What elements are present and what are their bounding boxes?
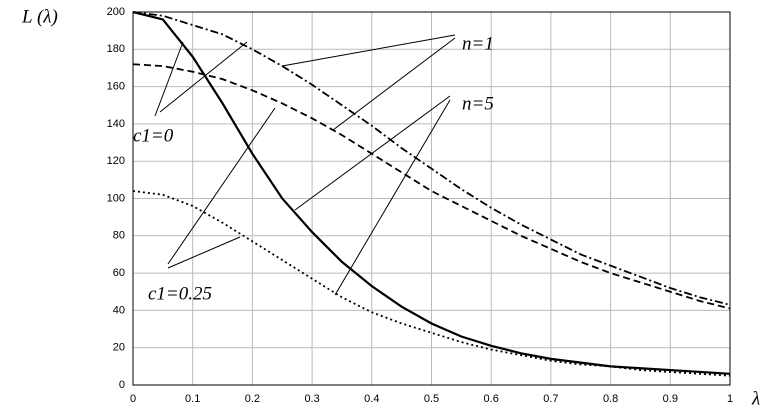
y-tick-label: 20	[113, 342, 125, 354]
axes: 0 20 40 60 80 100 120 140 160 180 200 0 0.1 0.2 0.3 0.4…	[107, 6, 733, 405]
y-tick-label: 180	[107, 43, 125, 55]
leader-lines	[154, 34, 456, 296]
line-series	[132, 190, 731, 377]
x-tick-label: 0.3	[304, 393, 319, 405]
line-series	[132, 10, 731, 375]
x-tick-label: 0.9	[663, 393, 678, 405]
y-axis-label: L (λ)	[21, 6, 58, 27]
y-tick-label: 60	[113, 267, 125, 279]
x-tick-label: 0.8	[603, 393, 618, 405]
x-tick-label: 0.1	[185, 393, 200, 405]
y-tick-label: 40	[113, 304, 125, 316]
plot-frame	[132, 11, 731, 386]
annotation: c1=0	[133, 125, 174, 146]
annotation: n=5	[462, 93, 494, 114]
y-tick-label: 120	[107, 155, 125, 167]
x-tick-label: 0.5	[424, 393, 439, 405]
x-tick-label: 0.2	[245, 393, 260, 405]
annotation: n=1	[462, 33, 494, 54]
line-series	[132, 11, 731, 306]
x-axis-label: λ	[751, 388, 760, 409]
x-tick-label: 0.6	[484, 393, 499, 405]
y-tick-label: 80	[113, 230, 125, 242]
y-tick-label: 200	[107, 6, 125, 18]
annotation: c1=0.25	[148, 283, 212, 304]
y-tick-label: 0	[119, 379, 125, 391]
y-tick-label: 100	[107, 192, 125, 204]
y-tick-label: 140	[107, 118, 125, 130]
x-tick-label: 0	[130, 393, 136, 405]
x-tick-label: 0.7	[543, 393, 558, 405]
line-series	[132, 63, 731, 310]
x-tick-label: 1	[727, 393, 733, 405]
x-tick-label: 0.4	[364, 393, 379, 405]
y-tick-label: 160	[107, 81, 125, 93]
